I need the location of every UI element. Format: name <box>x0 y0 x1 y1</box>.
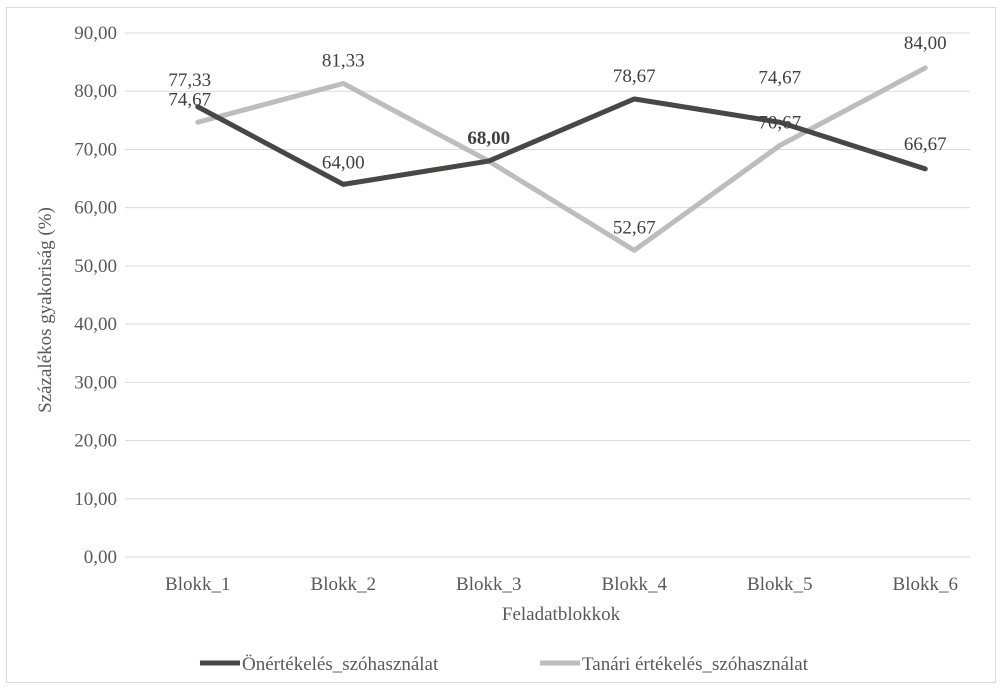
x-tick-label: Blokk_3 <box>456 574 521 595</box>
y-axis-title: Százalékos gyakoriság (%) <box>35 207 56 413</box>
y-tick-label: 80,00 <box>74 81 117 102</box>
data-label: 52,67 <box>613 217 656 238</box>
x-tick-label: Blokk_1 <box>165 574 230 595</box>
data-label: 77,33 <box>168 70 211 91</box>
series-line <box>195 65 928 253</box>
data-label: 74,67 <box>758 67 801 88</box>
data-label: 64,00 <box>322 152 365 173</box>
data-label: 78,67 <box>613 66 656 87</box>
data-label: 66,67 <box>904 134 947 155</box>
y-tick-label: 60,00 <box>74 198 117 219</box>
x-tick-label: Blokk_5 <box>747 574 812 595</box>
x-tick-label: Blokk_6 <box>893 574 958 595</box>
x-tick-labels: Blokk_1 Blokk_2 Blokk_3 Blokk_4 Blokk_5 Blokk… <box>165 574 958 595</box>
gridlines <box>125 32 970 558</box>
data-label: 84,00 <box>904 33 947 54</box>
legend-label: Tanári értékelés_szóhasználat <box>582 654 809 675</box>
data-label: 74,67 <box>168 89 211 110</box>
data-label: 68,00 <box>467 128 510 149</box>
y-tick-label: 20,00 <box>74 431 117 452</box>
x-axis-title: Feladatblokkok <box>502 604 621 625</box>
data-label: 70,67 <box>758 113 801 134</box>
y-tick-label: 70,00 <box>74 139 117 160</box>
data-label: 81,33 <box>322 50 365 71</box>
y-tick-label: 50,00 <box>74 256 117 277</box>
x-tick-label: Blokk_4 <box>602 574 668 595</box>
x-tick-label: Blokk_2 <box>311 574 376 595</box>
y-tick-label: 40,00 <box>74 314 117 335</box>
legend-label: Önértékelés_szóhasználat <box>242 654 439 675</box>
y-tick-label: 0,00 <box>84 547 117 568</box>
y-tick-label: 10,00 <box>74 489 117 510</box>
series-line <box>195 96 928 187</box>
series-lines <box>195 65 928 253</box>
y-tick-labels: 0,00 10,00 20,00 30,00 40,00 50,00 60,00 70,00 8… <box>74 23 117 568</box>
y-tick-label: 30,00 <box>74 372 117 393</box>
data-labels: 77,33 64,00 68,00 78,67 74,67 66,67 74,67 81,33… <box>168 33 946 238</box>
y-tick-label: 90,00 <box>74 23 117 44</box>
legend: Önértékelés_szóhasználat Tanári értékelés… <box>200 654 809 675</box>
